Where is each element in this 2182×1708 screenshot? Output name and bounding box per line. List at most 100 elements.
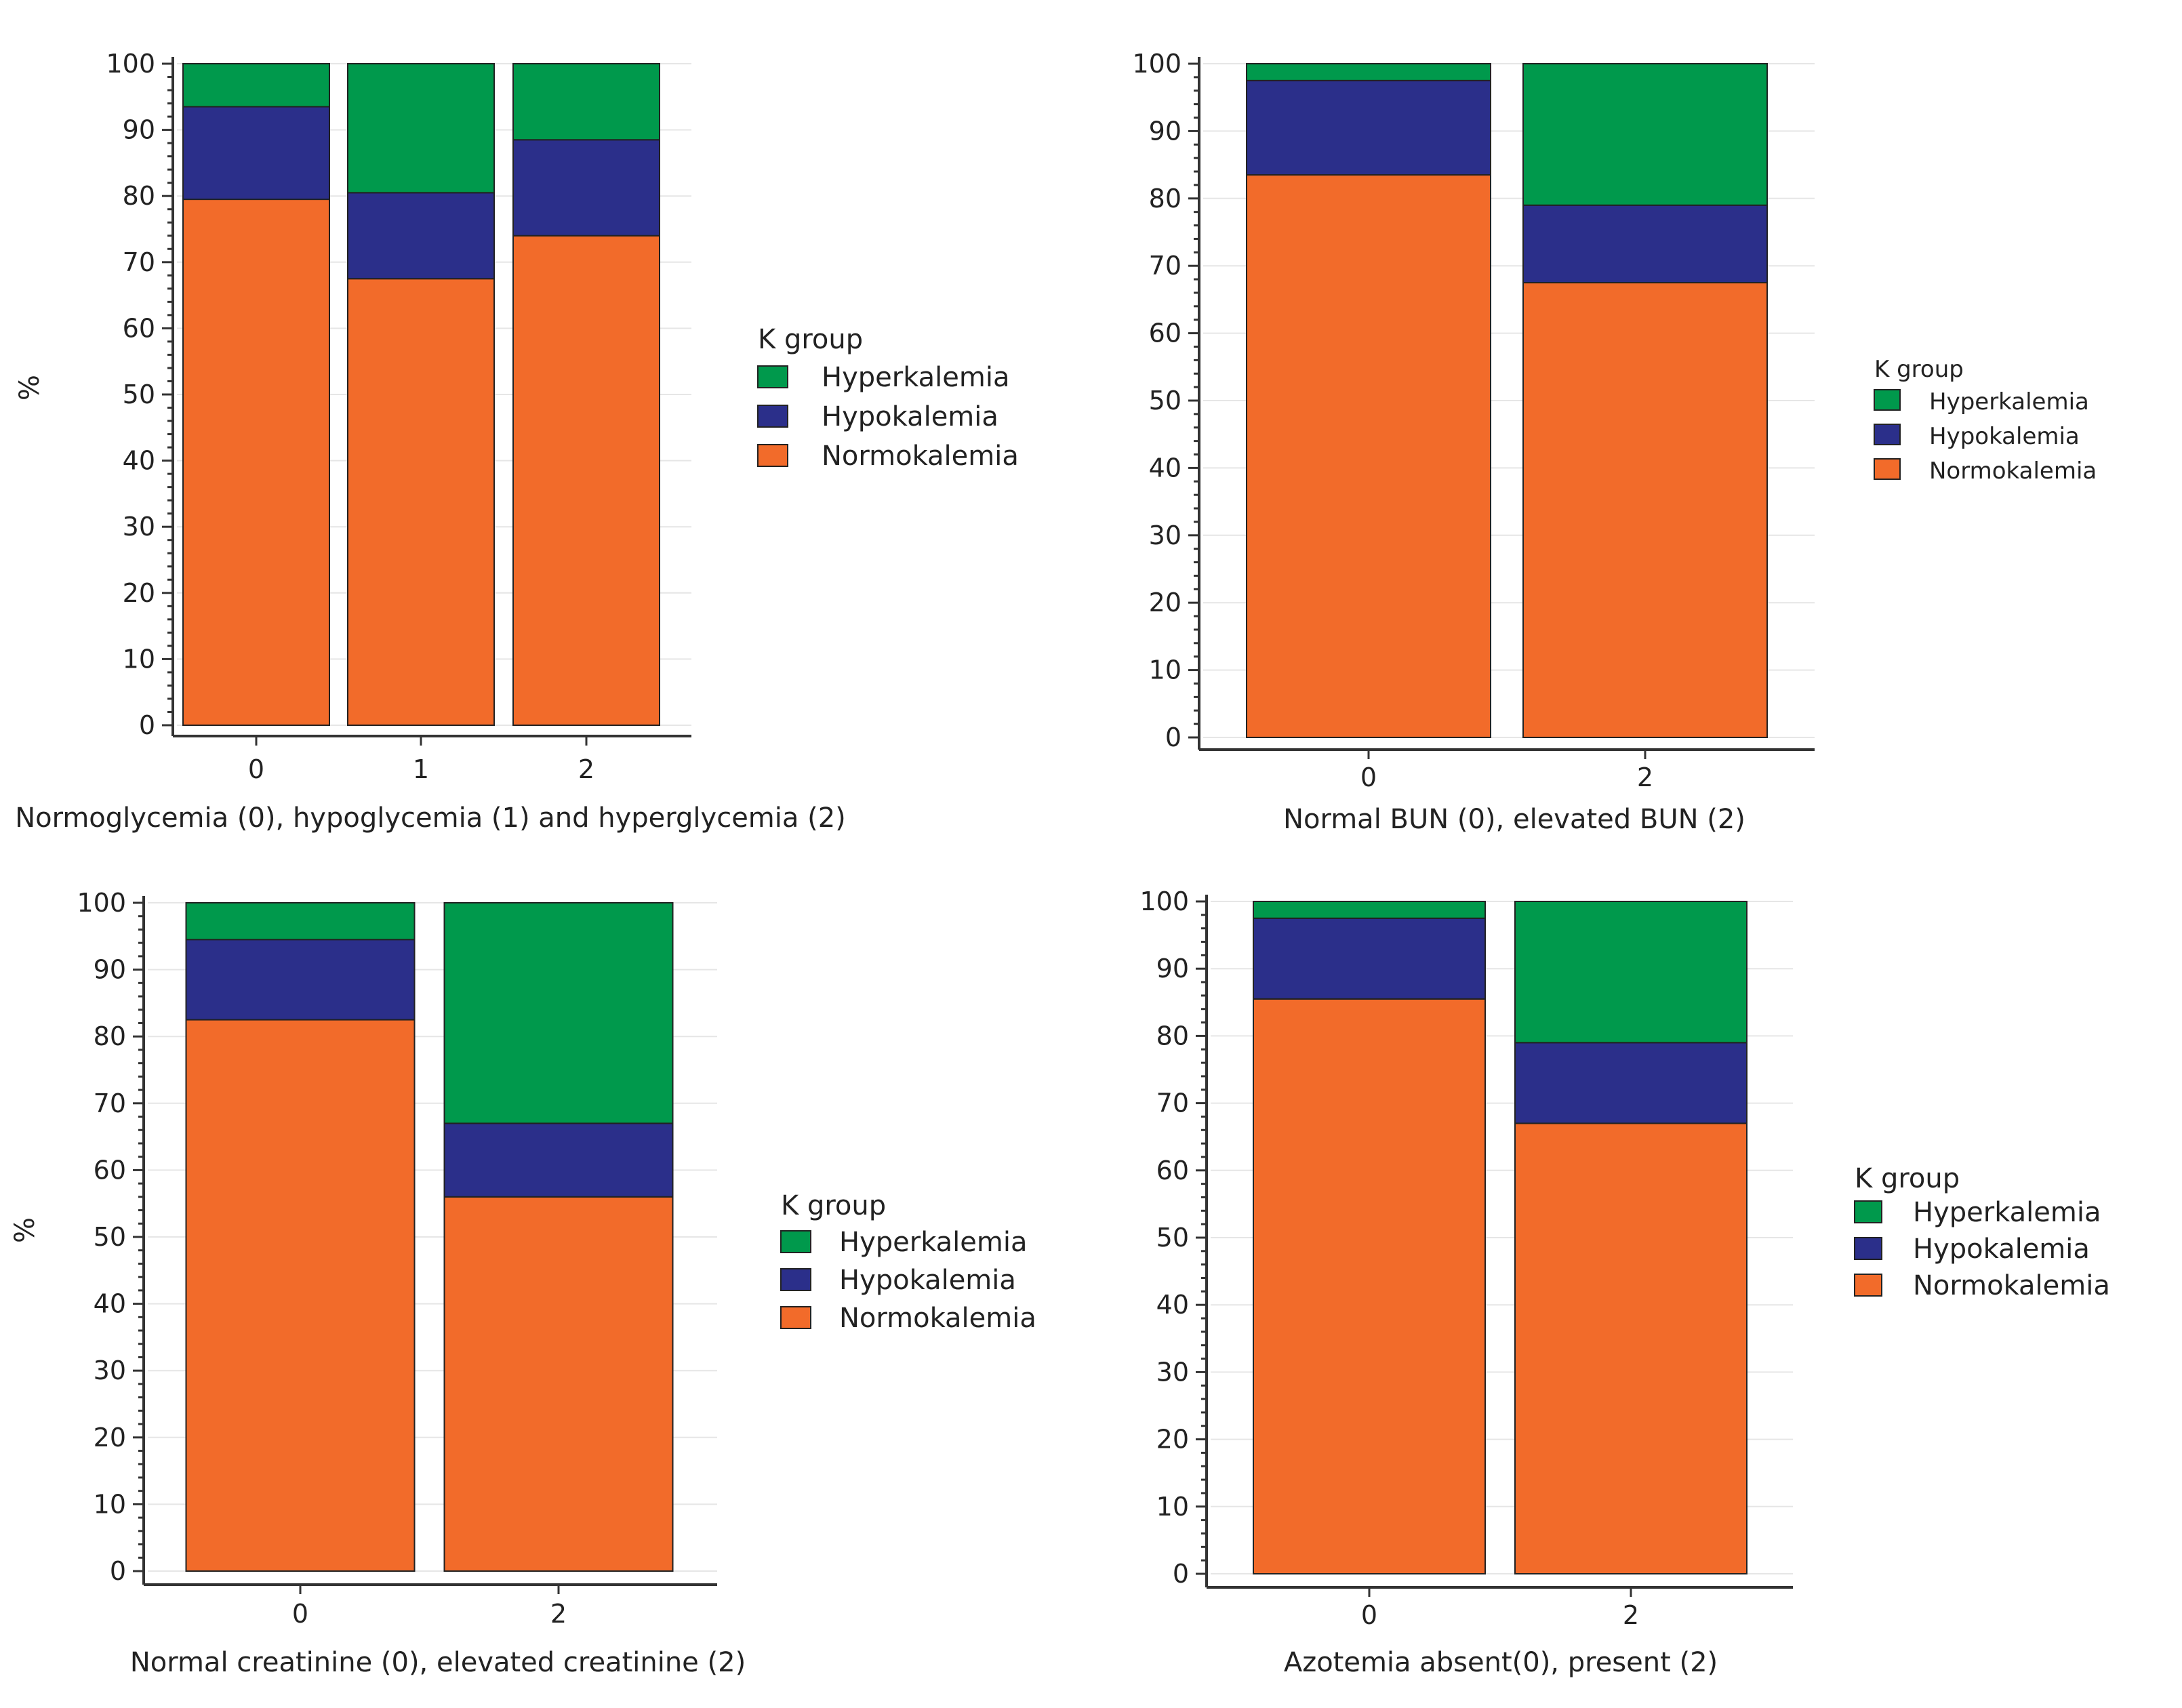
bar-hyperkalemia-cat-0 bbox=[185, 902, 416, 941]
bar-hyperkalemia-cat-0 bbox=[1246, 63, 1491, 81]
legend-label-hyperkalemia: Hyperkalemia bbox=[1913, 1197, 2101, 1228]
bars bbox=[1246, 63, 1768, 738]
bar-normokalemia-cat-1 bbox=[347, 278, 495, 726]
y-tick-label: 100 bbox=[1132, 49, 1181, 79]
y-tick-label: 40 bbox=[1149, 453, 1181, 483]
legend-swatch-normokalemia bbox=[1854, 1274, 1882, 1297]
legend-title: K group bbox=[758, 324, 863, 355]
y-tick-label: 90 bbox=[1156, 954, 1189, 983]
y-tick-label: 100 bbox=[1139, 887, 1189, 916]
y-tick-label: 50 bbox=[1156, 1223, 1189, 1253]
y-tick-label: 30 bbox=[1156, 1357, 1189, 1387]
y-tick-label: 20 bbox=[1149, 588, 1181, 617]
y-tick-label: 70 bbox=[1149, 251, 1181, 281]
chart-panel-1: 0 10 20 30 40 50 60 70 80 90 100 0 1 2 Normoglycemia (… bbox=[14, 49, 1019, 834]
bar-hypokalemia-cat-2 bbox=[1522, 204, 1768, 284]
legend: K groupHyperkalemiaHypokalemiaNormokalem… bbox=[780, 1190, 1036, 1334]
y-tick-label: 50 bbox=[1149, 386, 1181, 415]
y-axis-title: % bbox=[14, 375, 45, 401]
bar-hyperkalemia-cat-2 bbox=[1514, 901, 1747, 1044]
y-tick-label: 100 bbox=[106, 49, 155, 79]
y-tick-label: 60 bbox=[1149, 319, 1181, 348]
y-tick-label: 30 bbox=[1149, 521, 1181, 550]
x-tick-label: 2 bbox=[1623, 1600, 1639, 1630]
y-tick-label: 60 bbox=[123, 313, 155, 343]
y-tick-label: 40 bbox=[1156, 1290, 1189, 1320]
x-tick-label: 0 bbox=[292, 1599, 308, 1629]
legend: K group Hyperkalemia Hypokalemia Normokalem… bbox=[757, 324, 1019, 472]
bar-normokalemia-cat-2 bbox=[1522, 282, 1768, 738]
x-tick-label: 0 bbox=[1361, 1600, 1377, 1630]
bar-hyperkalemia-cat-0 bbox=[182, 63, 330, 108]
x-axis-title: Normal BUN (0), elevated BUN (2) bbox=[1283, 804, 1745, 835]
y-tick-label: 90 bbox=[1149, 116, 1181, 146]
legend-label-hyperkalemia: Hyperkalemia bbox=[839, 1227, 1027, 1258]
y-tick-label: 70 bbox=[123, 247, 155, 277]
bar-hypokalemia-cat-2 bbox=[443, 1122, 674, 1198]
y-tick-label: 30 bbox=[94, 1356, 126, 1385]
bar-hypokalemia-cat-0 bbox=[185, 939, 416, 1021]
legend-swatch-hypokalemia bbox=[1854, 1237, 1882, 1260]
chart-panel-3: 0 10 20 30 40 50 60 70 80 90 100 0 2 Normal creatinin… bbox=[9, 888, 1036, 1678]
x-tick-label: 0 bbox=[1360, 762, 1377, 792]
bar-hypokalemia-cat-2 bbox=[512, 139, 660, 237]
bar-normokalemia-cat-2 bbox=[443, 1196, 674, 1572]
y-tick-label: 30 bbox=[123, 512, 155, 542]
legend-label-hyperkalemia: Hyperkalemia bbox=[822, 362, 1009, 393]
bar-normokalemia-cat-0 bbox=[1246, 174, 1491, 738]
y-tick-label: 40 bbox=[94, 1289, 126, 1319]
legend-label-hypokalemia: Hypokalemia bbox=[822, 401, 998, 432]
y-tick-label: 0 bbox=[139, 710, 155, 740]
legend: K groupHyperkalemiaHypokalemiaNormokalem… bbox=[1874, 356, 2097, 485]
bar-hypokalemia-cat-1 bbox=[347, 192, 495, 280]
chart-panel-2: 0 10 20 30 40 50 60 70 80 90 100 0 2 Normal BUN (0), … bbox=[1132, 49, 2097, 835]
legend-swatch-hypokalemia bbox=[757, 405, 788, 428]
legend-title: K group bbox=[781, 1190, 886, 1221]
y-tick-label: 0 bbox=[110, 1556, 126, 1586]
x-tick-label: 2 bbox=[1637, 762, 1653, 792]
bar-normokalemia-cat-0 bbox=[1253, 998, 1486, 1574]
bar-normokalemia-cat-0 bbox=[185, 1019, 416, 1572]
legend-swatch-normokalemia bbox=[757, 444, 788, 467]
y-tick-label: 10 bbox=[1156, 1492, 1189, 1522]
y-tick-label: 20 bbox=[1156, 1425, 1189, 1455]
bar-hyperkalemia-cat-2 bbox=[443, 902, 674, 1124]
y-tick-label: 10 bbox=[1149, 655, 1181, 685]
y-tick-label: 80 bbox=[1156, 1021, 1189, 1051]
y-tick-label: 20 bbox=[123, 578, 155, 608]
x-axis-title: Azotemia absent(0), present (2) bbox=[1284, 1647, 1718, 1678]
y-tick-label: 0 bbox=[1165, 723, 1181, 752]
bars bbox=[1253, 901, 1747, 1574]
bar-hypokalemia-cat-2 bbox=[1514, 1042, 1747, 1124]
x-tick-label: 0 bbox=[248, 754, 264, 784]
legend-label-normokalemia: Normokalemia bbox=[822, 441, 1019, 472]
legend-label-hyperkalemia: Hyperkalemia bbox=[1929, 388, 2089, 415]
y-tick-label: 90 bbox=[123, 115, 155, 145]
y-tick-label: 0 bbox=[1173, 1559, 1189, 1589]
x-tick-label: 1 bbox=[413, 754, 429, 784]
legend-swatch-hyperkalemia bbox=[1854, 1200, 1882, 1223]
y-tick-label: 60 bbox=[94, 1155, 126, 1185]
y-tick-label: 10 bbox=[123, 644, 155, 674]
legend-swatch-hyperkalemia bbox=[1874, 389, 1901, 411]
legend-swatch-hypokalemia bbox=[1874, 424, 1901, 445]
y-tick-label: 10 bbox=[94, 1489, 126, 1519]
bar-hypokalemia-cat-0 bbox=[182, 106, 330, 201]
bar-hyperkalemia-cat-0 bbox=[1253, 901, 1486, 919]
bar-hypokalemia-cat-0 bbox=[1246, 79, 1491, 176]
y-tick-label: 100 bbox=[77, 888, 126, 918]
legend-label-hypokalemia: Hypokalemia bbox=[1913, 1234, 2090, 1265]
legend-label-hypokalemia: Hypokalemia bbox=[839, 1265, 1016, 1296]
legend-label-normokalemia: Normokalemia bbox=[1913, 1270, 2110, 1301]
legend-label-hypokalemia: Hypokalemia bbox=[1929, 423, 2080, 450]
y-tick-label: 50 bbox=[94, 1222, 126, 1252]
chart-panel-4: 0 10 20 30 40 50 60 70 80 90 100 0 2 Azotemia absent(… bbox=[1139, 887, 2109, 1678]
legend-label-normokalemia: Normokalemia bbox=[1929, 458, 2097, 485]
y-tick-label: 80 bbox=[1149, 184, 1181, 214]
legend-swatch-hyperkalemia bbox=[757, 365, 788, 388]
legend-swatch-normokalemia bbox=[780, 1306, 811, 1329]
bar-hyperkalemia-cat-2 bbox=[512, 63, 660, 141]
legend-title: K group bbox=[1855, 1163, 1960, 1194]
